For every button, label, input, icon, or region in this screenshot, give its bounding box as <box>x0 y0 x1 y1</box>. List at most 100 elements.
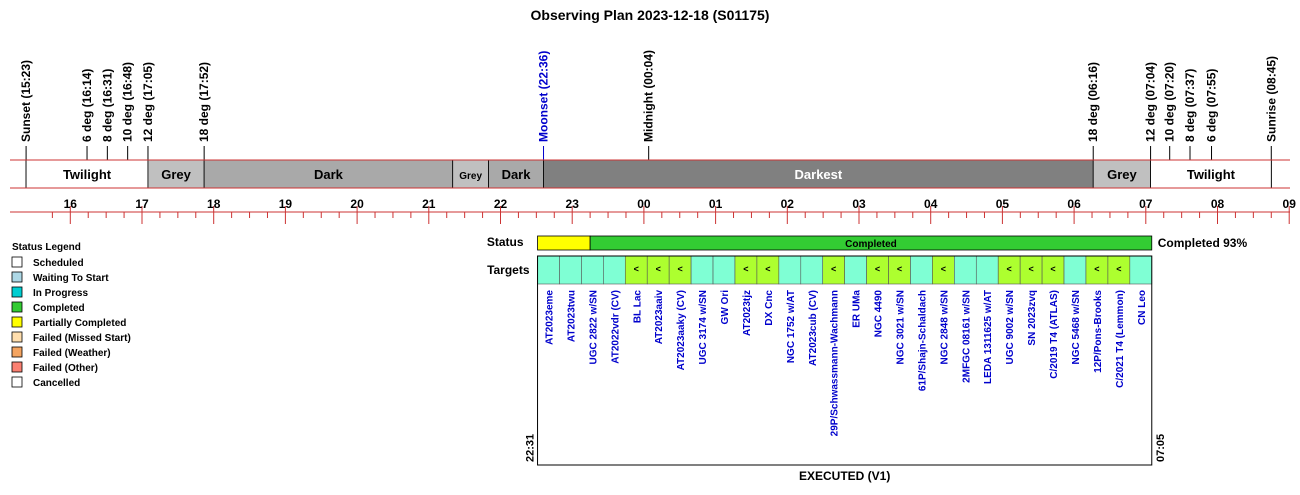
target-mark: < <box>765 264 770 274</box>
event-label: 8 deg (16:31) <box>100 69 114 142</box>
event-label: 10 deg (16:48) <box>121 62 135 142</box>
target-mark: < <box>1007 264 1012 274</box>
legend-item-label: Failed (Missed Start) <box>33 333 131 344</box>
target-name: AT2023eme <box>545 290 556 345</box>
status-segment <box>537 235 591 251</box>
event-label: 18 deg (06:16) <box>1086 62 1100 142</box>
target-mark: < <box>941 264 946 274</box>
legend-item-label: Cancelled <box>33 378 80 389</box>
status-summary: Completed 93% <box>1158 236 1248 250</box>
target-mark: < <box>1094 264 1099 274</box>
event-label: 6 deg (07:55) <box>1205 69 1219 142</box>
target-name: UGC 3174 w/SN <box>698 290 709 364</box>
event-label: 8 deg (07:37) <box>1183 69 1197 142</box>
event-label: Moonset (22:36) <box>537 51 551 142</box>
target-name: NGC 1752 w/AT <box>786 290 797 363</box>
legend-swatch <box>11 331 23 343</box>
target-mark: < <box>1116 264 1121 274</box>
target-mark: < <box>1028 264 1033 274</box>
target-mark: < <box>1050 264 1055 274</box>
target-name: DX Cnc <box>764 290 775 326</box>
target-cell <box>1129 255 1153 285</box>
target-mark: < <box>656 264 661 274</box>
target-name: 61P/Shajn-Schaldach <box>917 290 928 391</box>
legend-item-label: In Progress <box>33 288 88 299</box>
period-label: Grey <box>459 171 482 182</box>
legend-item-label: Scheduled <box>33 258 84 269</box>
chart-title: Observing Plan 2023-12-18 (S01175) <box>531 7 770 23</box>
target-name: CN Leo <box>1137 290 1148 325</box>
period-block <box>1150 159 1272 189</box>
target-mark: < <box>678 264 683 274</box>
target-cell <box>844 255 867 285</box>
tick-label: 07 <box>1139 197 1153 211</box>
legend-swatch <box>11 376 23 388</box>
target-name: NGC 2848 w/SN <box>939 290 950 364</box>
target-name: NGC 5468 w/SN <box>1071 290 1082 364</box>
target-cell <box>537 255 560 285</box>
legend-swatch <box>11 271 23 283</box>
status-legend: Status Legend Scheduled Waiting To Start In… <box>11 242 131 389</box>
event-label: 6 deg (16:14) <box>80 69 94 142</box>
period-label: Dark <box>502 167 532 182</box>
target-mark: < <box>897 264 902 274</box>
status-segment-label: Completed <box>845 239 897 250</box>
execution-frame: 22:31 07:05 EXECUTED (V1) <box>525 255 1167 483</box>
target-name: 29P/Schwassmann-Wachmann <box>830 290 841 436</box>
target-name: GW Ori <box>720 290 731 325</box>
target-cell <box>910 255 933 285</box>
tick-label: 17 <box>135 197 149 211</box>
tick-label: 00 <box>637 197 651 211</box>
tick-label: 02 <box>781 197 795 211</box>
tick-label: 22 <box>494 197 508 211</box>
footer-label: EXECUTED (V1) <box>799 469 890 483</box>
target-name: C/2021 T4 (Lemmon) <box>1115 290 1126 388</box>
tick-label: 19 <box>279 197 293 211</box>
target-cell <box>778 255 802 285</box>
target-name: UGC 9002 w/SN <box>1005 290 1016 364</box>
target-cell <box>975 255 999 285</box>
period-band: Twilight Grey Dark Grey Dark Darkest Grey Twili… <box>10 159 1290 189</box>
tick-label: 08 <box>1211 197 1225 211</box>
target-cell <box>800 255 824 285</box>
legend-item-label: Completed <box>33 303 85 314</box>
period-label: Dark <box>314 167 344 182</box>
target-cell <box>581 255 604 285</box>
legend-swatch <box>11 301 23 313</box>
target-name: AT2022vdr (CV) <box>610 290 621 364</box>
tick-label: 01 <box>709 197 723 211</box>
target-name: AT2023aaky (CV) <box>676 290 687 370</box>
target-mark: < <box>875 264 880 274</box>
legend-swatch <box>11 256 23 268</box>
target-cell <box>603 255 626 285</box>
targets-row: Targets AT2023eme AT2023twu UGC 2822 w/SN AT… <box>487 255 1153 436</box>
target-cell <box>1063 255 1087 285</box>
tick-label: 21 <box>422 197 436 211</box>
period-block <box>452 159 489 189</box>
targets-label: Targets <box>487 263 530 277</box>
period-block <box>543 159 1094 189</box>
target-name: 12P/Pons-Brooks <box>1093 290 1104 373</box>
tick-label: 03 <box>852 197 866 211</box>
tick-label: 20 <box>350 197 364 211</box>
target-name: AT2023cub (CV) <box>808 290 819 366</box>
target-cell <box>690 255 714 285</box>
tick-label: 23 <box>566 197 580 211</box>
target-name: LEDA 1311625 w/AT <box>983 290 994 384</box>
window-end-label: 07:05 <box>1155 434 1167 462</box>
legend-item-label: Partially Completed <box>33 318 126 329</box>
legend-swatch <box>11 346 23 358</box>
target-name: UGC 2822 w/SN <box>588 290 599 364</box>
tick-label: 06 <box>1067 197 1081 211</box>
event-label: 12 deg (17:05) <box>141 62 155 142</box>
target-name: NGC 4490 <box>874 290 885 338</box>
event-label: Midnight (00:04) <box>642 50 656 142</box>
status-segment <box>589 235 1153 251</box>
legend-item-label: Waiting To Start <box>33 273 109 284</box>
execution-box <box>537 255 1153 466</box>
target-name: BL Lac <box>632 290 643 324</box>
target-name: C/2019 T4 (ATLAS) <box>1049 290 1060 379</box>
target-cell <box>559 255 582 285</box>
legend-swatch <box>11 361 23 373</box>
tick-label: 18 <box>207 197 221 211</box>
